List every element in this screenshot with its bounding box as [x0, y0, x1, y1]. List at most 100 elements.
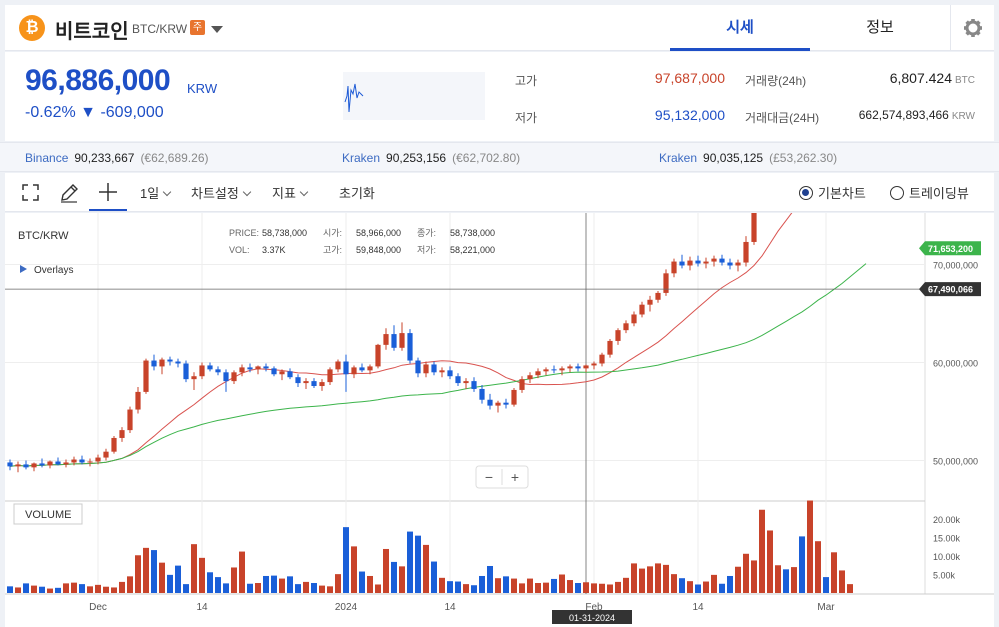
volume-bar	[551, 578, 557, 593]
tradingview-radio[interactable]: 트레이딩뷰	[890, 183, 969, 202]
indicators-dropdown[interactable]: 지표	[272, 183, 309, 202]
candle	[519, 379, 525, 390]
volume-bar	[623, 577, 629, 593]
candle	[655, 292, 661, 300]
exchange-binance[interactable]: Binance 90,233,667 (€62,689.26)	[25, 151, 209, 165]
zoom-in-button[interactable]: +	[511, 469, 519, 485]
moving-average-short	[9, 72, 867, 467]
price-chart-area[interactable]: 50,000,00060,000,00070,000,00080,000,000…	[5, 0, 994, 627]
reset-button[interactable]: 초기화	[339, 186, 375, 201]
tab-quote[interactable]: 시세	[670, 5, 810, 51]
candle	[735, 262, 741, 266]
candle	[151, 360, 157, 367]
candle	[711, 258, 717, 262]
volume-bar	[79, 584, 85, 593]
candle	[103, 451, 109, 458]
candle	[327, 369, 333, 383]
volume-bar	[807, 500, 813, 593]
legend-low-label: 저가:	[417, 245, 436, 255]
coin-header: ₿ 비트코인 BTC/KRW 주 시세 정보	[5, 5, 994, 51]
volume-bar	[479, 575, 485, 593]
volume-bar	[727, 575, 733, 593]
candle	[415, 360, 421, 374]
candle	[231, 372, 237, 382]
candle	[303, 381, 309, 384]
volume-bar	[231, 567, 237, 593]
basic-chart-radio[interactable]: 기본차트	[799, 183, 866, 202]
crosshair-date-bg	[552, 610, 632, 624]
chart-toolbar: 1일 차트설정 지표 초기화 기본차트 트레이딩뷰	[5, 173, 994, 212]
chart-settings-dropdown[interactable]: 차트설정	[191, 183, 252, 202]
volume-bar	[543, 582, 549, 593]
volume-bar	[383, 548, 389, 593]
overlays-toggle[interactable]: Overlays	[34, 265, 73, 276]
legend-vol: 3.37K	[262, 245, 286, 255]
candlestick-chart[interactable]: 50,000,00060,000,00070,000,00080,000,000…	[5, 0, 994, 627]
candle	[175, 361, 181, 364]
candle	[279, 371, 285, 375]
volume-bar	[303, 581, 309, 593]
volume-bar	[439, 577, 445, 593]
gear-icon	[964, 19, 982, 37]
overlays-expand-icon[interactable]	[20, 265, 27, 273]
pencil-icon[interactable]	[59, 183, 79, 203]
exchange-value: 90,233,667	[74, 151, 135, 165]
volume-bar	[719, 583, 725, 593]
volume-bar	[559, 574, 565, 593]
volume-bar	[447, 581, 453, 593]
settings-button[interactable]	[950, 5, 994, 51]
exchange-sub: (€62,689.26)	[140, 151, 209, 165]
volume-bar	[791, 567, 797, 593]
exchange-kraken-gbp[interactable]: Kraken 90,035,125 (£53,262.30)	[659, 151, 837, 165]
high-label: 고가	[515, 74, 538, 88]
candle	[599, 354, 605, 364]
change-down-icon: ▼	[80, 104, 96, 121]
volume-bar	[463, 584, 469, 593]
coin-select-dropdown-icon[interactable]	[211, 26, 223, 33]
time-tick-label: Dec	[89, 602, 107, 613]
volume-tick-label: 20.00k	[933, 515, 961, 525]
candle	[647, 299, 653, 305]
moving-average-long	[9, 263, 867, 467]
candle	[543, 369, 549, 372]
coin-pair: BTC/KRW	[132, 22, 188, 36]
time-tick-label: Mar	[817, 602, 835, 613]
candle	[63, 462, 69, 465]
volume-bar	[639, 568, 645, 593]
legend-close: 58,738,000	[450, 228, 495, 238]
interval-dropdown[interactable]: 1일	[140, 183, 172, 202]
volume-bar	[55, 587, 61, 593]
volume-bar	[311, 583, 317, 593]
candle	[455, 376, 461, 384]
candle	[311, 381, 317, 387]
volume-bar	[647, 566, 653, 593]
volume-bar	[495, 578, 501, 593]
exchange-value: 90,253,156	[386, 151, 447, 165]
volume-bar	[695, 584, 701, 593]
volume-bar	[743, 553, 749, 593]
candle	[663, 273, 669, 293]
legend-price: 58,738,000	[262, 228, 307, 238]
candle	[695, 260, 701, 264]
volume-bar	[119, 581, 125, 593]
fullscreen-icon[interactable]	[22, 184, 39, 201]
volume-bar	[167, 574, 173, 593]
volume-bar	[615, 581, 621, 593]
candle	[183, 363, 189, 380]
candle	[23, 464, 29, 468]
tab-info[interactable]: 정보	[866, 19, 894, 36]
candle	[111, 437, 117, 452]
candle	[255, 366, 261, 370]
zoom-out-button[interactable]: −	[485, 469, 493, 485]
volume-bar	[271, 575, 277, 593]
volume-tick-label: 10.00k	[933, 552, 961, 562]
candle	[127, 409, 133, 431]
legend-high: 59,848,000	[356, 245, 401, 255]
exchange-kraken-eur[interactable]: Kraken 90,253,156 (€62,702.80)	[342, 151, 520, 165]
price-change: -0.62% ▼ -609,000	[25, 104, 164, 122]
candle	[191, 376, 197, 380]
volume-bar	[431, 561, 437, 593]
volume-bar	[239, 551, 245, 593]
candle	[31, 463, 37, 468]
crosshair-tool[interactable]	[89, 173, 127, 211]
